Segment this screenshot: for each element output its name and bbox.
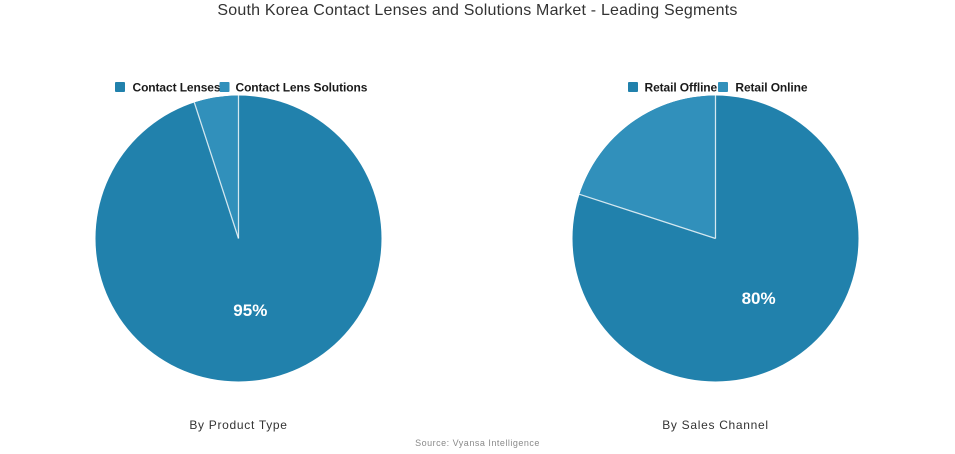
svg-text:80%: 80% — [742, 289, 776, 308]
svg-text:Source: Vyansa Intelligence: Source: Vyansa Intelligence — [415, 438, 540, 448]
svg-text:By Product Type: By Product Type — [189, 418, 287, 432]
svg-text:Contact Lens Solutions: Contact Lens Solutions — [236, 81, 368, 95]
svg-text:95%: 95% — [233, 301, 267, 320]
svg-text:By Sales Channel: By Sales Channel — [662, 418, 769, 432]
svg-text:South Korea Contact Lenses and: South Korea Contact Lenses and Solutions… — [217, 2, 737, 19]
svg-text:Contact Lenses: Contact Lenses — [133, 81, 221, 95]
svg-text:Retail Online: Retail Online — [735, 81, 807, 95]
svg-text:Retail Offline: Retail Offline — [645, 81, 718, 95]
